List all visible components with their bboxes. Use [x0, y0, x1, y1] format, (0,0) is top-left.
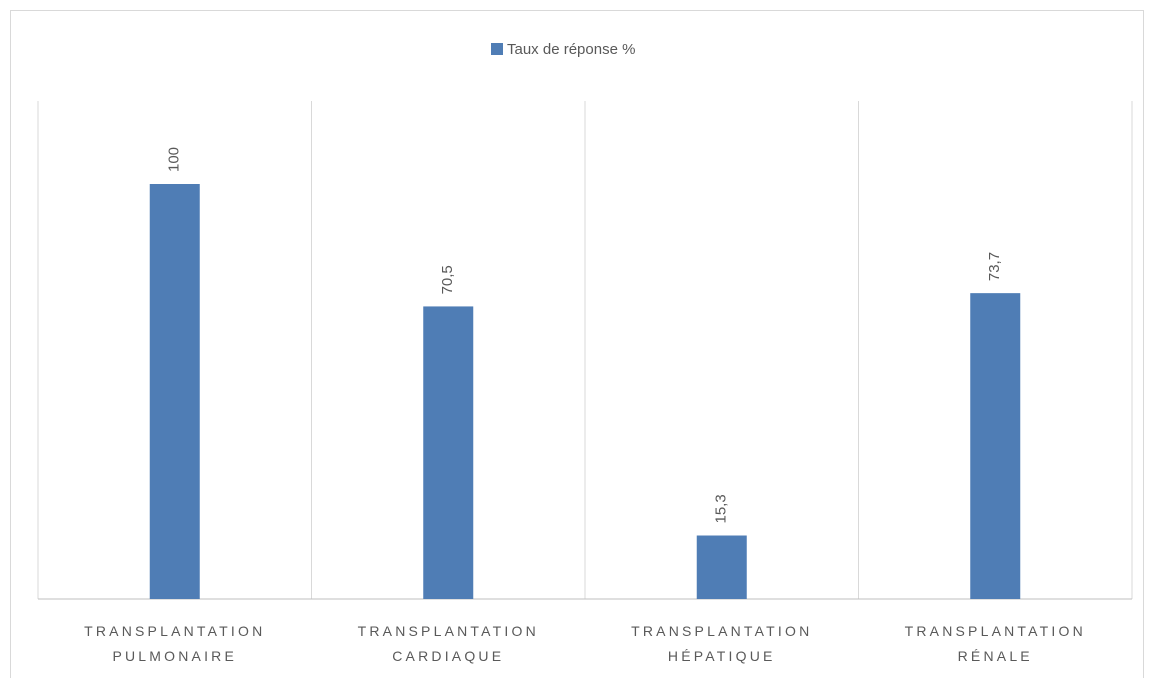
data-label: 70,5	[439, 265, 456, 294]
x-tick-label-line: PULMONAIRE	[112, 648, 237, 664]
data-label: 73,7	[986, 252, 1003, 281]
chart-frame	[10, 10, 1144, 678]
x-tick-label: TRANSPLANTATION CARDIAQUE	[358, 623, 539, 664]
bar	[149, 184, 200, 599]
bar	[423, 306, 474, 599]
x-tick-label-line: TRANSPLANTATION	[631, 623, 812, 639]
legend-swatch	[491, 43, 503, 55]
x-tick-label: TRANSPLANTATION HÉPATIQUE	[631, 623, 812, 664]
x-tick-label-line: TRANSPLANTATION	[84, 623, 265, 639]
x-tick-label-line: TRANSPLANTATION	[358, 623, 539, 639]
bar	[696, 535, 747, 599]
x-tick-label-line: RÉNALE	[958, 648, 1033, 664]
x-tick-label: TRANSPLANTATION PULMONAIRE	[84, 623, 265, 664]
x-tick-label-line: TRANSPLANTATION	[905, 623, 1086, 639]
x-tick-label: TRANSPLANTATION RÉNALE	[905, 623, 1086, 664]
data-label: 15,3	[713, 494, 730, 523]
x-tick-label-line: CARDIAQUE	[392, 648, 504, 664]
x-tick-label-line: HÉPATIQUE	[668, 648, 776, 664]
bar	[970, 293, 1021, 599]
data-label: 100	[166, 147, 183, 172]
legend-label: Taux de réponse %	[507, 41, 635, 58]
legend-item: Taux de réponse %	[491, 41, 635, 58]
